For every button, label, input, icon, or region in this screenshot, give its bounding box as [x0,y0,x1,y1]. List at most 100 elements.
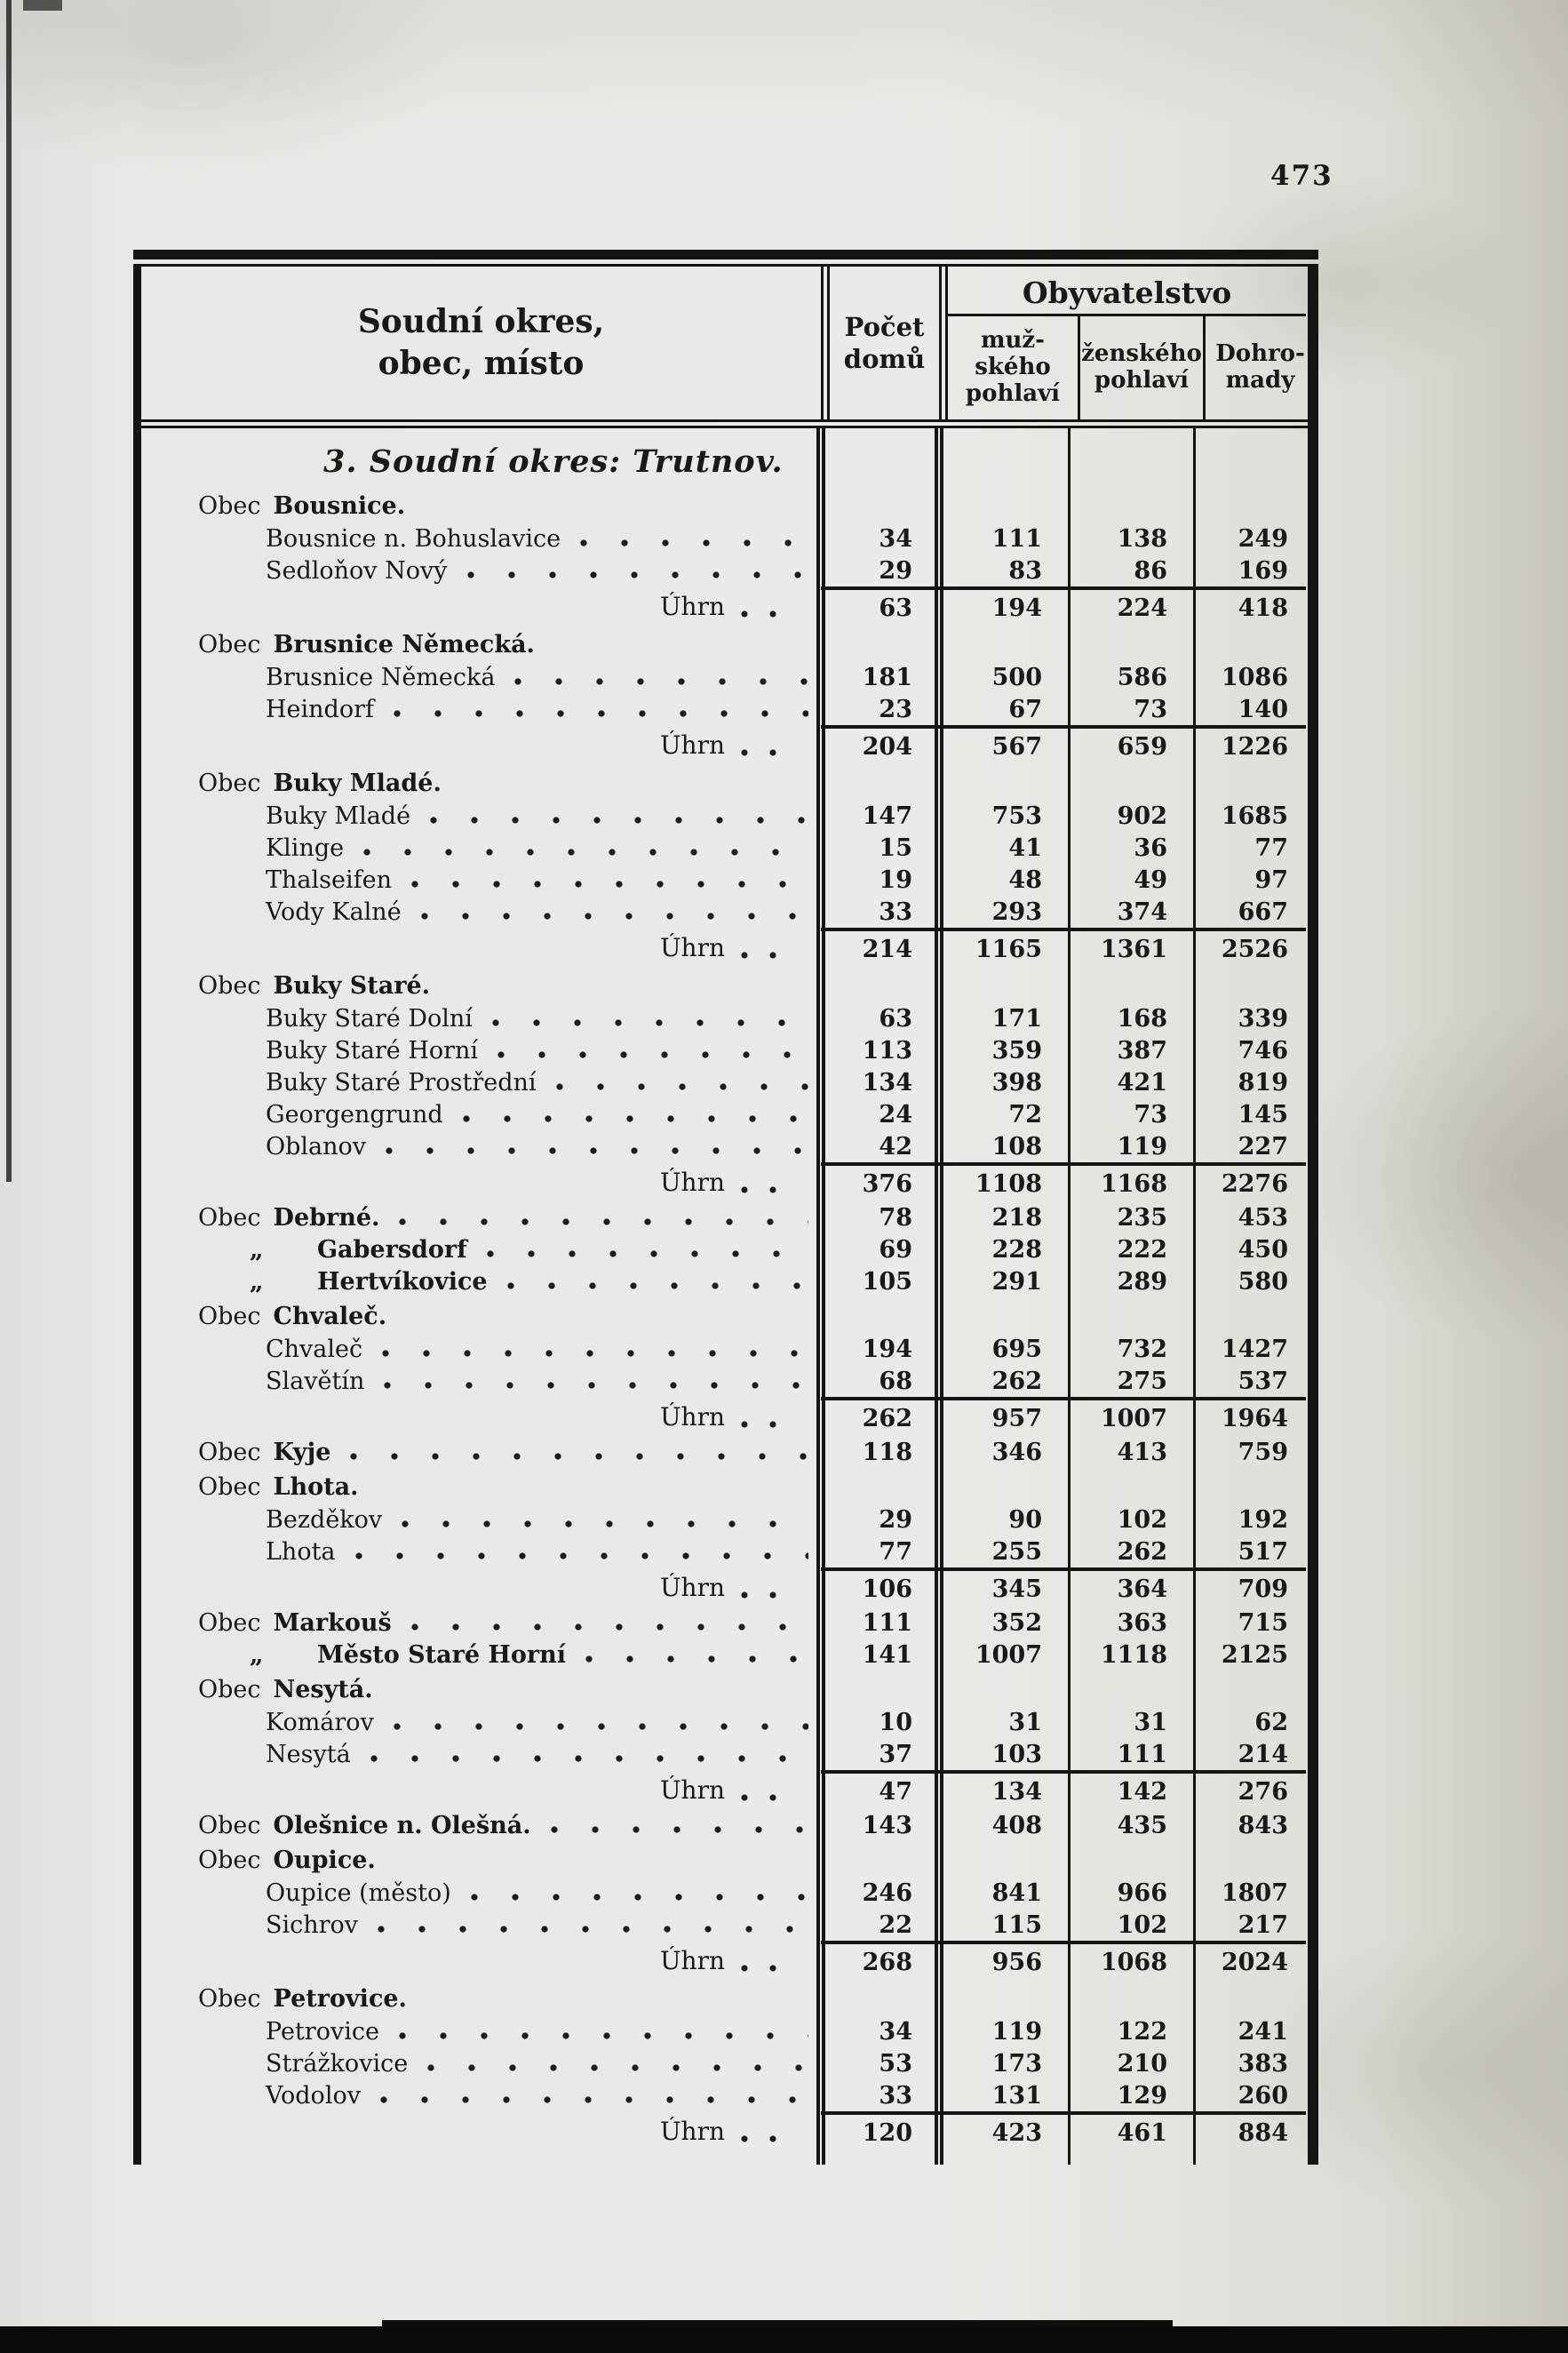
cell-value: 29 [879,1505,912,1534]
dot-leader [386,1147,808,1156]
dot-leader [506,1282,808,1291]
cell-value: 2125 [1221,1640,1288,1669]
place-name: Strážkovice [266,2049,409,2078]
row-name: Sichrov [141,1909,821,1941]
cell-value [1069,1297,1194,1333]
table-row: Bousnice n. Bohuslavice 34 111 138 249 [141,522,1308,554]
obec-name: Buky Mladé. [273,770,442,797]
place-name: Thalseifen [266,865,392,894]
cell-value: 659 [1069,725,1194,764]
cell-value: 90 [1008,1505,1042,1534]
table-row: Úhrn 47 134 142 276 [141,1770,1308,1809]
cell-value: 10 [879,1708,912,1736]
place-name: Oupice (město) [266,1878,451,1907]
dot-leader [420,913,808,921]
scan-corner-artifact [23,0,62,11]
dot-leader [514,678,808,687]
row-name: Úhrn [141,1770,821,1809]
cell-value: 235 [1117,1203,1167,1232]
cell-value: 537 [1238,1367,1288,1395]
cell-value: 408 [991,1811,1042,1839]
row-name: Obec Oupice. [141,1841,821,1877]
row-name: Úhrn [141,928,821,967]
row-name: „ Hertvíkovice [141,1265,821,1297]
row-name: Bezděkov [141,1504,821,1535]
dot-leader [462,1115,808,1124]
cell-value: 275 [1117,1367,1167,1395]
cell-value: 291 [991,1267,1042,1296]
dot-leader [382,1350,808,1359]
cell-value: 181 [862,663,912,691]
cell-value: 567 [939,725,1069,764]
cell-value: 34 [879,2017,912,2046]
cell-value: 143 [862,1811,912,1839]
place-name: Buky Staré Horní [266,1036,479,1065]
row-name: Obec Markouš [141,1607,821,1639]
row-name: Heindorf [141,693,821,725]
cell-value: 346 [991,1438,1042,1466]
cell-value: 1118 [1100,1640,1167,1669]
place-name: Buky Staré Dolní [266,1004,473,1033]
total-row-label: Úhrn [659,1775,725,1805]
table-row: Obec Markouš 111 352 363 715 [141,1607,1308,1639]
cell-value: 2526 [1194,928,1306,967]
obec-name: Brusnice Německá. [273,631,535,658]
obec-prefix: Obec [198,1811,261,1839]
cell-value: 97 [1254,865,1288,894]
obec-prefix: Obec [198,631,261,658]
dot-leader [394,710,808,719]
dot-leader [379,2096,808,2105]
row-name: Buky Staré Horní [141,1034,821,1066]
cell-value: 1427 [1221,1335,1288,1363]
cell-value: 19 [879,865,912,894]
dot-leader [410,881,808,889]
obec-name: Petrovice. [273,1985,407,2013]
place-name: Buky Mladé [266,802,411,830]
place-name: Bousnice n. Bohuslavice [266,524,561,553]
cell-value: 841 [991,1878,1042,1907]
cell-value: 48 [1008,865,1042,894]
row-name: Chvaleč [141,1333,821,1365]
cell-value: 224 [1069,586,1194,626]
row-name: „ Město Staré Horní [141,1639,821,1671]
cell-value: 37 [879,1740,912,1768]
cell-value: 2024 [1194,1941,1306,1980]
cell-value: 268 [821,1941,939,1980]
cell-value [821,1841,939,1877]
table-row: Úhrn 120 423 461 884 [141,2111,1308,2150]
row-name: Obec Kyje [141,1436,821,1468]
cell-value: 364 [1069,1567,1194,1607]
column-header-district: Soudní okres, obec, místo [357,303,605,382]
dot-leader [741,1591,796,1600]
place-name: Brusnice Německá [266,663,496,691]
row-name: Sedloňov Nový [141,554,821,586]
table-row: Klinge 15 41 36 77 [141,832,1308,864]
cell-value [939,1297,1069,1333]
column-header-total: Dohro- mady [1203,316,1315,419]
dot-leader [466,571,808,580]
table-row: Bezděkov 29 90 102 192 [141,1504,1308,1535]
cell-value: 33 [879,897,912,926]
table-row: Úhrn 106 345 364 709 [141,1567,1308,1607]
ditto-mark: „ [250,1235,264,1264]
row-name: Buky Staré Dolní [141,1002,821,1034]
ditto-mark: „ [250,1267,264,1296]
cell-value: 227 [1238,1132,1288,1161]
cell-value: 753 [991,802,1042,830]
obec-prefix: Obec [198,1847,261,1874]
table-row: Komárov 10 31 31 62 [141,1706,1308,1738]
column-header-female: ženského pohlaví [1078,316,1203,419]
population-subheaders: muž- ského pohlaví ženského pohlaví Dohr… [948,316,1306,419]
cell-value: 106 [821,1567,939,1607]
row-name: Obec Olešnice n. Olešná. [141,1809,821,1841]
row-name: Úhrn [141,1162,821,1201]
table-row: Obec Buky Staré. [141,967,1308,1002]
cell-value: 359 [991,1036,1042,1065]
cell-value: 171 [991,1004,1042,1033]
total-row-label: Úhrn [659,1945,725,1975]
dot-leader [350,1453,808,1462]
cell-value: 363 [1117,1608,1167,1637]
row-name: Buky Mladé [141,800,821,832]
cell-value: 1165 [939,928,1069,967]
